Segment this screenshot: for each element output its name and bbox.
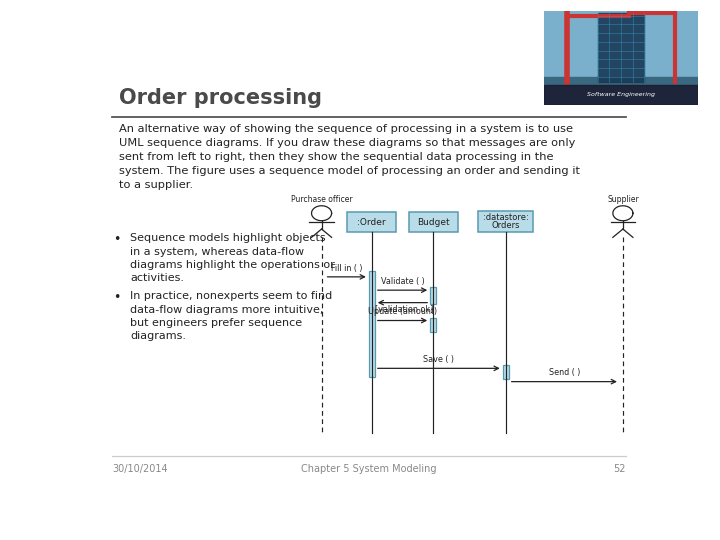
Text: Send ( ): Send ( ) (549, 368, 580, 377)
Text: Order processing: Order processing (119, 87, 322, 107)
Text: Supplier: Supplier (607, 195, 639, 204)
Polygon shape (598, 12, 644, 82)
Text: :datastore:: :datastore: (483, 213, 528, 222)
Text: 52: 52 (613, 464, 626, 474)
Text: Chapter 5 System Modeling: Chapter 5 System Modeling (301, 464, 437, 474)
Text: In practice, nonexperts seem to find
data-flow diagrams more intuitive,
but engi: In practice, nonexperts seem to find dat… (130, 292, 333, 341)
Text: •: • (114, 292, 121, 305)
Text: Validate ( ): Validate ( ) (381, 277, 424, 286)
Text: 30/10/2014: 30/10/2014 (112, 464, 168, 474)
FancyBboxPatch shape (478, 211, 533, 232)
FancyBboxPatch shape (430, 287, 436, 304)
Text: An alternative way of showing the sequence of processing in a system is to use
U: An alternative way of showing the sequen… (119, 124, 580, 190)
Text: Update (amount): Update (amount) (368, 307, 437, 316)
Bar (544, 11, 698, 77)
Text: Budget: Budget (417, 218, 449, 227)
Text: Fill in ( ): Fill in ( ) (331, 264, 362, 273)
Text: Software Engineering: Software Engineering (587, 92, 655, 97)
FancyBboxPatch shape (409, 212, 458, 232)
Bar (544, 84, 698, 105)
Bar (544, 77, 698, 105)
Text: [validation ok]: [validation ok] (375, 305, 433, 313)
Text: :Order: :Order (357, 218, 386, 227)
Text: •: • (114, 233, 121, 246)
Text: Purchase officer: Purchase officer (291, 195, 352, 204)
Text: Sequence models highlight objects
in a system, whereas data-flow
diagrams highli: Sequence models highlight objects in a s… (130, 233, 335, 284)
FancyBboxPatch shape (369, 271, 375, 377)
FancyBboxPatch shape (430, 318, 436, 332)
FancyBboxPatch shape (503, 365, 509, 379)
Text: Orders: Orders (492, 221, 520, 230)
FancyBboxPatch shape (347, 212, 396, 232)
Text: Save ( ): Save ( ) (423, 355, 454, 364)
